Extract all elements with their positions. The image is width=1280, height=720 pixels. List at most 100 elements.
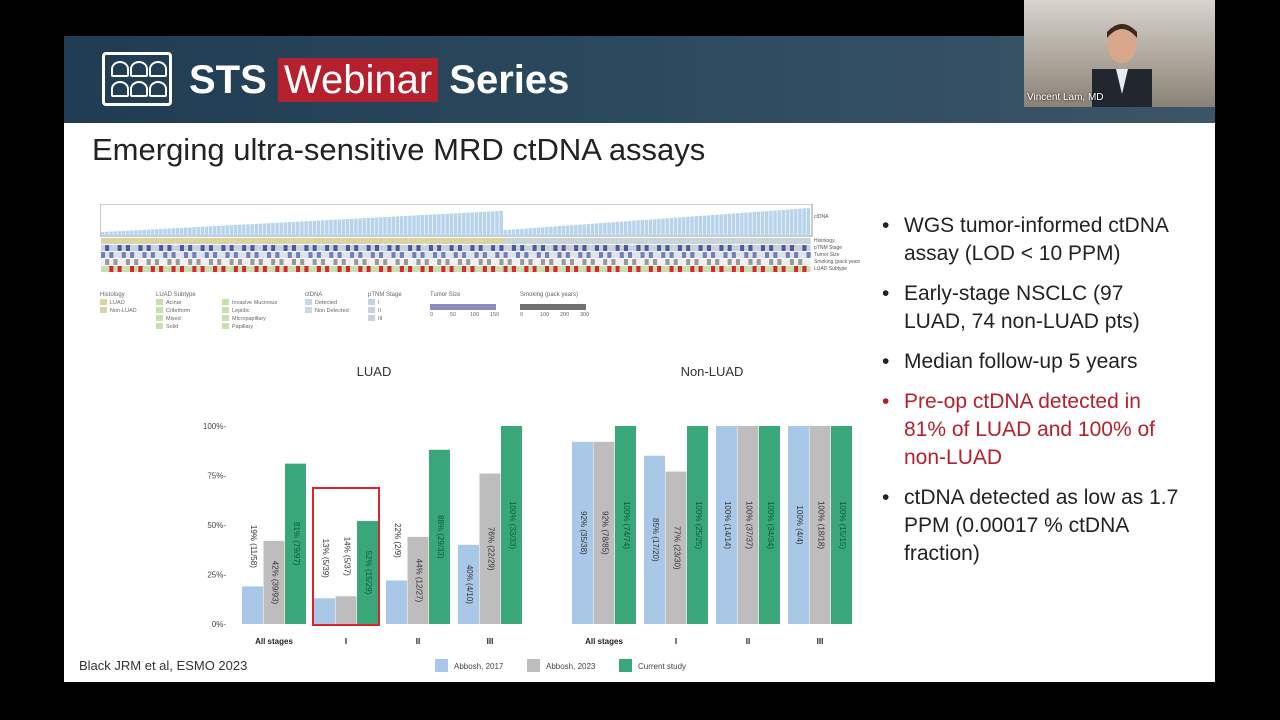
oncoprint-cell	[271, 252, 276, 258]
oncoprint-cell	[565, 259, 570, 265]
oncoprint-cell	[316, 252, 321, 258]
oncoprint-cell	[428, 245, 433, 251]
oncoprint-cell	[731, 245, 736, 251]
bar-data-label: 100% (74/74)	[622, 501, 631, 549]
oncoprint-cell	[690, 252, 695, 258]
oncoprint-cell	[408, 252, 413, 258]
oncoprint-row-label: Histology	[814, 238, 835, 244]
oncoprint-cell	[636, 245, 641, 251]
oncoprint-cell	[283, 259, 288, 265]
ctdna-bar	[242, 224, 246, 236]
oncoprint-cell	[765, 259, 770, 265]
oncoprint-cell	[590, 238, 595, 244]
oncoprint-cell	[532, 259, 537, 265]
oncoprint-cell	[354, 238, 359, 244]
oncoprint-cell	[789, 245, 795, 251]
oncoprint-cell	[312, 238, 317, 244]
ctdna-bar	[603, 222, 607, 236]
oncoprint-cell	[250, 266, 255, 272]
bar	[242, 586, 263, 624]
oncoprint-cell	[735, 245, 741, 251]
legend-item: Mixed	[166, 316, 181, 322]
oncoprint-cell	[752, 252, 757, 258]
oncoprint-cell	[225, 259, 230, 265]
oncoprint-cell	[445, 259, 450, 265]
oncoprint-cell	[449, 266, 454, 272]
ctdna-bar	[204, 226, 209, 236]
oncoprint-cell	[756, 245, 761, 251]
ctdna-bar	[491, 211, 495, 236]
ctdna-bar	[765, 211, 769, 236]
oncoprint-cell	[437, 252, 442, 258]
oncoprint-cell	[154, 238, 160, 244]
bar	[314, 598, 335, 624]
oncoprint-cell	[146, 259, 151, 265]
oncoprint-cell	[433, 245, 438, 251]
oncoprint-cell	[200, 245, 205, 251]
oncoprint-cell	[134, 266, 139, 272]
oncoprint-cell	[694, 252, 699, 258]
legend-item: Acinar	[166, 300, 182, 306]
oncoprint-cell	[499, 252, 504, 258]
oncoprint-cell	[478, 245, 483, 251]
oncoprint-cell	[652, 266, 658, 272]
legend-item: Solid	[166, 324, 178, 330]
ctdna-bar	[196, 226, 200, 236]
ctdna-bar	[561, 225, 566, 236]
oncoprint-cell	[362, 266, 367, 272]
oncoprint-cell	[358, 252, 363, 258]
oncoprint-cell	[416, 259, 421, 265]
oncoprint-cell	[333, 245, 338, 251]
oncoprint-cell	[333, 259, 338, 265]
ctdna-bar	[105, 231, 109, 236]
ctdna-bar	[756, 211, 761, 236]
oncoprint-cell	[101, 266, 106, 272]
oncoprint-cell	[769, 252, 774, 258]
oncoprint-cell	[619, 252, 624, 258]
oncoprint-cell	[370, 266, 375, 272]
oncoprint-cell	[233, 259, 238, 265]
participant-video[interactable]: Vincent Lam, MD	[1024, 0, 1215, 107]
bar-data-label: 100% (25/25)	[694, 501, 703, 549]
ctdna-bar	[254, 223, 259, 236]
oncoprint-cell	[379, 252, 384, 258]
oncoprint-cell	[221, 259, 226, 265]
oncoprint-cell	[719, 245, 724, 251]
oncoprint-cell	[275, 266, 280, 272]
oncoprint-cell	[657, 266, 662, 272]
oncoprint-cell	[586, 245, 591, 251]
oncoprint-cell	[267, 238, 272, 244]
oncoprint-cell	[486, 259, 492, 265]
oncoprint-cell	[184, 252, 189, 258]
oncoprint-cell	[441, 245, 446, 251]
oncoprint-cell	[208, 259, 214, 265]
oncoprint-cell	[192, 245, 197, 251]
oncoprint-cell	[279, 245, 284, 251]
ctdna-bar	[711, 215, 715, 236]
bar-data-label: 76% (22/29)	[486, 527, 495, 571]
oncoprint-cell	[802, 259, 807, 265]
oncoprint-cell	[217, 266, 222, 272]
oncoprint-cell	[275, 259, 280, 265]
bar-data-label: 13% (5/39)	[321, 539, 330, 578]
bar-data-label: 77% (23/30)	[672, 526, 681, 570]
oncoprint-cell	[350, 238, 355, 244]
oncoprint-cell	[603, 252, 608, 258]
oncoprint-cell	[146, 266, 151, 272]
oncoprint-cell	[379, 238, 384, 244]
oncoprint-cell	[561, 259, 566, 265]
ctdna-bar	[146, 229, 151, 236]
bar-data-label: 19% (11/58)	[249, 525, 258, 568]
oncoprint-cell	[528, 266, 533, 272]
oncoprint-cell	[599, 252, 604, 258]
oncoprint-cell	[354, 266, 359, 272]
oncoprint-cell	[109, 266, 114, 272]
oncoprint-cell	[727, 238, 732, 244]
ctdna-bar	[358, 218, 362, 236]
oncoprint-cell	[204, 238, 209, 244]
oncoprint-cell	[457, 245, 463, 251]
oncoprint-cell	[482, 252, 487, 258]
ctdna-bar	[731, 213, 736, 236]
oncoprint-cell	[105, 245, 110, 251]
ctdna-bar	[748, 212, 752, 236]
